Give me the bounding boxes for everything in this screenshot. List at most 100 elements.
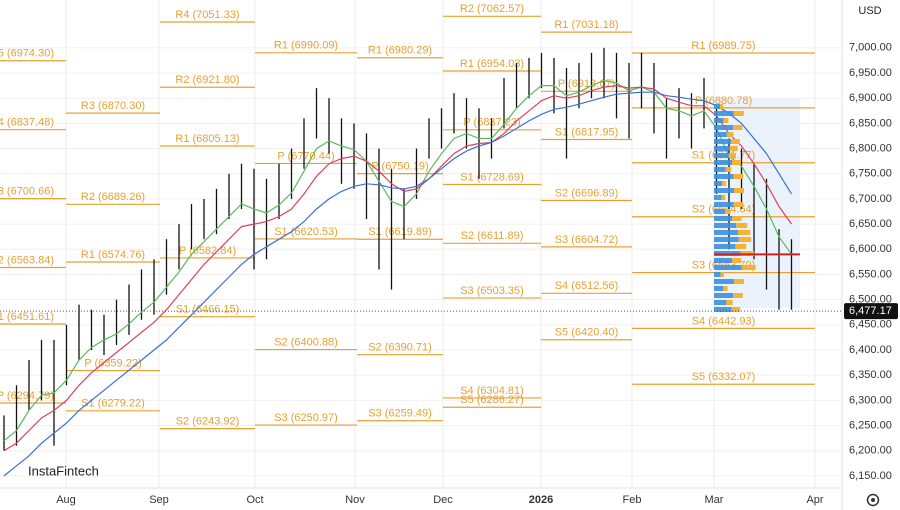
volume-profile-bar	[722, 181, 727, 186]
y-tick-label: 6,950.00	[849, 67, 892, 79]
x-tick-label: Nov	[345, 494, 365, 506]
volume-profile-bar	[733, 202, 744, 207]
volume-profile-bar	[725, 167, 732, 172]
volume-profile-bar	[714, 139, 732, 144]
plot: 5 (6974.30) 4 (6837.48) 3 (6700.66) 2 (6563…	[0, 0, 842, 488]
pivot-label: P (6582.84)	[179, 245, 236, 257]
settings-icon-ring[interactable]	[866, 493, 880, 507]
y-tick-label: 6,750.00	[849, 168, 892, 180]
pivot-label: P (6770.44)	[277, 150, 334, 162]
volume-profile-bar	[714, 300, 727, 305]
y-tick-label: 7,000.00	[849, 42, 892, 54]
pivot-label: S1 (6817.95)	[555, 126, 619, 138]
y-tick-label: 6,400.00	[849, 344, 892, 356]
pivot-label: R1 (6805.13)	[175, 133, 239, 145]
volume-profile-bar	[733, 111, 744, 116]
pivot-label: R2 (7062.57)	[460, 3, 524, 15]
volume-profile-bar	[736, 223, 748, 228]
volume-profile-bar	[714, 188, 734, 193]
y-tick-label: 6,500.00	[849, 294, 892, 306]
volume-profile-bar	[720, 272, 724, 277]
volume-profile-bar	[738, 230, 751, 235]
volume-profile-bar	[714, 286, 724, 291]
y-tick-label: 6,550.00	[849, 268, 892, 280]
volume-profile-bar	[714, 160, 733, 165]
x-tick-label: Sep	[149, 494, 169, 506]
volume-profile-bar	[714, 223, 737, 228]
volume-profile-bar	[714, 307, 732, 312]
pivot-label: S3 (6259.49)	[368, 408, 432, 420]
pivot-label: S4 (6304.81)	[460, 385, 524, 397]
pivot-label: S5 (6286.27)	[460, 394, 524, 406]
volume-profile-bar	[728, 153, 736, 158]
pivot-label: R2 (6689.26)	[81, 191, 145, 203]
volume-profile-bar	[733, 279, 744, 284]
y-tick-label: 6,650.00	[849, 218, 892, 230]
volume-profile-bar	[733, 174, 744, 179]
y-tick-label: 6,350.00	[849, 369, 892, 381]
y-tick-label: 6,250.00	[849, 419, 892, 431]
volume-profile-bar	[732, 258, 742, 263]
pivot-label: R4 (7051.33)	[175, 9, 239, 21]
volume-profile-bar	[731, 139, 740, 144]
volume-profile-bar	[714, 272, 721, 277]
watermark: InstaFintech	[28, 463, 99, 478]
x-tick-label: Mar	[705, 494, 724, 506]
volume-profile-bar	[714, 174, 734, 179]
x-tick-label: 2026	[529, 494, 553, 506]
overlay: 6,150.00 6,200.00 6,250.00 6,300.00 6,350.00…	[0, 42, 898, 506]
volume-profile-bar	[714, 230, 739, 235]
volume-profile-bar	[714, 125, 733, 130]
pivot-label: R3 (6870.30)	[81, 100, 145, 112]
pivot-label: S2 (6400.88)	[274, 336, 338, 348]
volume-profile-bar	[733, 293, 743, 298]
volume-profile-bar	[732, 125, 743, 130]
volume-profile-bar	[714, 195, 722, 200]
volume-profile-bar	[714, 118, 724, 123]
volume-profile-bar	[714, 258, 733, 263]
pivot-label: R1 (6989.75)	[691, 40, 755, 52]
pivot-label: R2 (6921.80)	[175, 74, 239, 86]
pivot-label: R1 (6990.09)	[274, 40, 338, 52]
volume-profile-bar	[732, 216, 742, 221]
settings-icon-core[interactable]	[871, 498, 875, 502]
pivot-label: P (6880.78)	[695, 95, 752, 107]
last-price-label: 6,477.17	[849, 305, 892, 317]
settings-icon[interactable]	[866, 493, 880, 507]
y-tick-label: 6,200.00	[849, 445, 892, 457]
volume-profile-bar	[741, 265, 756, 270]
volume-profile-bar	[714, 265, 742, 270]
pivot-label: S2 (6243.92)	[176, 416, 240, 428]
pivot-label: R1 (6954.03)	[460, 58, 524, 70]
pivot-label: 4 (6837.48)	[0, 117, 54, 129]
last-price-box	[844, 303, 898, 320]
y-tick-label: 6,450.00	[849, 319, 892, 331]
pivot-label: S1 (6619.89)	[368, 226, 432, 238]
pivot-label: P (6294.79)	[0, 390, 54, 402]
pivot-label: S3 (6604.72)	[555, 234, 619, 246]
y-tick-label: 6,700.00	[849, 193, 892, 205]
volume-profile-bar	[714, 181, 723, 186]
pivot-label: S2 (6390.71)	[368, 342, 432, 354]
volume-profile-bar	[714, 202, 734, 207]
volume-profile-bar	[714, 153, 729, 158]
volume-profile-bar	[738, 237, 752, 242]
volume-profile-bar	[714, 244, 736, 249]
volume-profile-bar	[733, 188, 744, 193]
volume-profile-bar	[721, 195, 726, 200]
volume-profile-bar	[714, 237, 739, 242]
pivot-label: R1 (7031.18)	[554, 19, 618, 31]
pivot-label: S1 (6620.53)	[274, 226, 338, 238]
volume-profile-bar	[714, 279, 734, 284]
volume-profile-bar	[714, 111, 734, 116]
volume-profile-bar	[723, 118, 729, 123]
pivot-label: 3 (6700.66)	[0, 186, 54, 198]
volume-profile-bar	[720, 104, 723, 109]
y-tick-label: 6,850.00	[849, 117, 892, 129]
moving-average	[3, 91, 793, 477]
pivot-label: P (6750.19)	[371, 161, 428, 173]
pivot-label: S2 (6611.89)	[461, 230, 524, 242]
pivot-label: S1 (6466.15)	[176, 304, 240, 316]
pivot-label: R1 (6574.76)	[81, 249, 145, 261]
pivot-label: S3 (6503.35)	[460, 285, 524, 297]
